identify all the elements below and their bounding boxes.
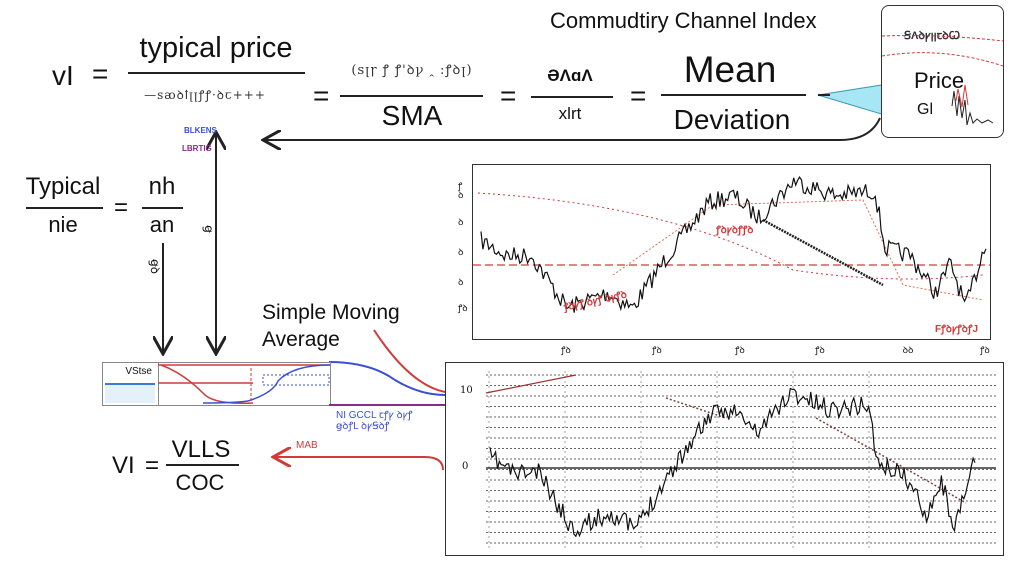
strip-label: VStse <box>125 366 152 377</box>
garbled-numerator: (ꜱꞁꞅ ꝭ ꝭꞌꝺꝩ ꞈ :ꝭꝺꞁ) <box>351 63 473 78</box>
moving-average-line <box>665 397 967 504</box>
x-tick-label: ꝭꝺ <box>735 346 745 356</box>
x-tick-label: ꝭꝺ <box>815 346 825 356</box>
garbled-denominator-2: xlrt <box>558 104 582 123</box>
sma-label-line2: Average <box>262 328 340 351</box>
equals-sign: = <box>114 194 129 221</box>
equals-sign: = <box>145 452 160 479</box>
garbled-denominator: —ꜱꜵꝺꝉꞁꞁꝭꝭ·ꝺꞇ+++ <box>144 88 266 102</box>
price-inset: ꞨɅꝺꝩꞁꞁꞇꝺꞶ Price Gl <box>881 5 1004 138</box>
mean-numerator: Mean <box>683 49 777 90</box>
trend-line <box>762 218 884 287</box>
y-tick-label: ꝭꝺ <box>458 304 468 314</box>
y-tick-label: ꝺ <box>458 191 464 201</box>
chart-annotation: ꝭꝺꝩꝺꝭꝭꝺ <box>716 225 754 236</box>
vlls-numerator: VLLS <box>171 436 231 463</box>
x-tick-label: ꝭꝺ <box>652 346 662 356</box>
bottom-price-chart: 10 0 <box>445 362 1004 556</box>
arrow-to-markers <box>265 117 881 140</box>
nie-denominator: nie <box>48 212 78 237</box>
purple-small-label: LBRTIG <box>182 144 212 153</box>
rotated-label: ꞡ <box>201 225 216 233</box>
top-chart-plot <box>473 175 990 313</box>
typical-price-numerator: typical price <box>139 32 293 64</box>
blue-note: NI GCCL ꞇꝭꝩ ꝺꝩꝭ ꞡꝺꝭL ꝺꝩꞨꝺꝭ <box>336 410 413 432</box>
diagram-title: Commudtiry Channel Index <box>550 8 817 33</box>
price-series <box>489 387 976 538</box>
inset-chart <box>882 35 1003 126</box>
inset-sub-label: Gl <box>917 101 933 118</box>
moving-average-line <box>485 374 577 394</box>
equals-sign: = <box>630 80 647 111</box>
y-tick-label: ꝺ <box>458 218 464 228</box>
nh-numerator: nh <box>148 173 176 200</box>
x-tick-label: ꝭꝺ <box>980 346 990 356</box>
typical-numerator: Typical <box>25 173 101 200</box>
vi-label: vI <box>52 60 74 91</box>
coc-denominator: COC <box>175 470 225 495</box>
an-denominator: an <box>149 212 175 237</box>
cyan-pointer <box>817 83 889 117</box>
equals-sign: = <box>500 80 517 111</box>
moving-average-line <box>612 199 984 301</box>
price-series <box>480 175 987 313</box>
inset-price-label: Price <box>914 68 965 93</box>
sma-strip: VStse <box>102 362 331 406</box>
garbled-numerator-2: ƏɅɑɅ <box>547 66 593 85</box>
y-tick-label: ꝺ <box>458 278 464 288</box>
sma-label-line1: Simple Moving <box>262 301 400 324</box>
top-price-chart: ꝭꝺꝩꝺꝭꝭꝺ ꝭꝺꝩꝭ ꝺꝩꝭ ꝺꝩꝭꝺ FꝭꝺꝩꝭꝺꝭJ <box>472 164 991 340</box>
sma-label: Simple Moving Average <box>262 299 400 353</box>
sma-denominator: SMA <box>381 100 443 131</box>
vi-label-bottom: VI <box>112 452 135 479</box>
x-tick-label: ꝺꝺ <box>902 346 914 356</box>
equals-sign: = <box>313 80 330 111</box>
equals-sign: = <box>92 58 109 89</box>
strip-chart <box>158 364 330 405</box>
y-tick-label: 10 <box>460 385 473 396</box>
red-arrow-label: MAB <box>296 440 318 451</box>
blue-small-label: BLKENS <box>184 126 217 135</box>
y-tick-label: 0 <box>462 461 469 472</box>
y-tick-label: ꝭ <box>458 182 463 192</box>
deviation-denominator: Deviation <box>673 104 791 135</box>
chart-annotation: FꝭꝺꝩꝭꝺꝭJ <box>935 324 979 335</box>
rotated-label: ꞡꝺ <box>147 259 162 274</box>
trend-line <box>477 192 984 280</box>
strip-legend: VStse <box>103 363 159 405</box>
y-tick-label: ꝺ <box>458 248 464 258</box>
bottom-chart-plot <box>485 371 996 551</box>
red-return-arrow <box>275 457 444 471</box>
x-tick-label: ꝭꝺ <box>561 346 571 356</box>
sma-red-curve <box>373 329 446 393</box>
